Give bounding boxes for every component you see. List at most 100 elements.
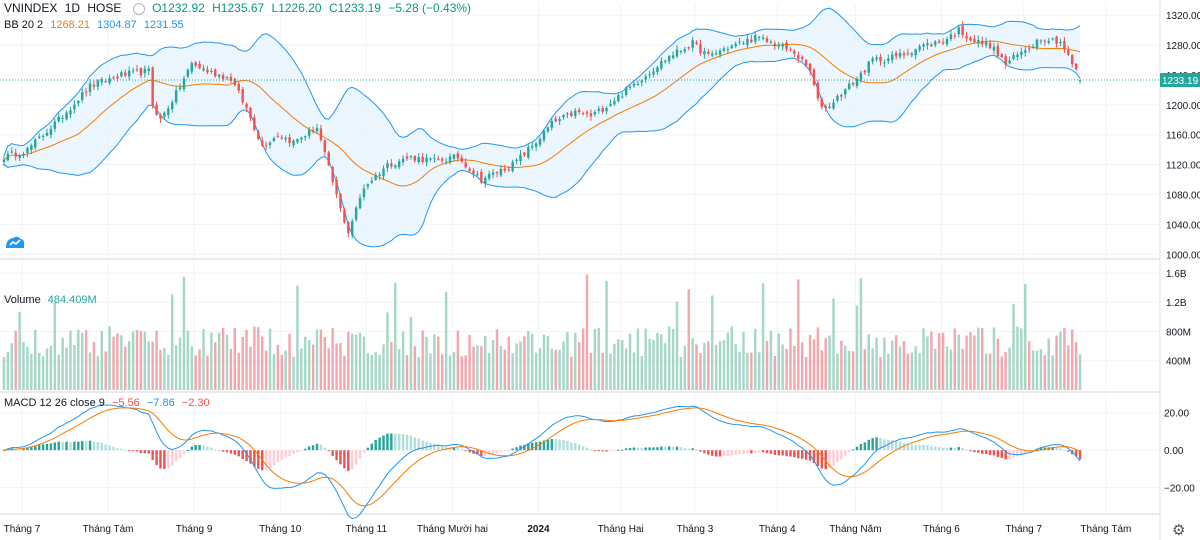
volume-bar <box>37 352 41 390</box>
macd-histogram-bar <box>1004 450 1007 460</box>
macd-histogram-bar <box>491 450 495 454</box>
volume-bar <box>18 311 21 390</box>
volume-bar <box>378 354 381 390</box>
candle-body <box>1055 36 1058 44</box>
macd-histogram-bar <box>1024 450 1027 454</box>
macd-histogram-bar <box>734 450 737 455</box>
macd-histogram-bar <box>77 441 80 451</box>
macd-series[interactable] <box>2 404 1082 520</box>
high-value: H1235.67 <box>212 1 265 15</box>
candle-body <box>394 165 397 168</box>
volume-bar <box>178 337 182 390</box>
candle-body <box>703 51 706 55</box>
macd-histogram-bar <box>81 440 84 451</box>
volume-bar <box>992 327 996 390</box>
candle-body <box>26 147 29 154</box>
macd-histogram-bar <box>319 444 323 451</box>
volume-bar <box>1074 342 1078 390</box>
volume-bar <box>918 353 921 390</box>
macd-histogram-bar <box>2 450 6 452</box>
macd-histogram-bar <box>401 434 405 451</box>
macd-histogram-bar <box>1078 450 1082 460</box>
bb-fill <box>3 8 1081 247</box>
candle-body <box>135 69 139 71</box>
volume-bar <box>937 333 941 390</box>
bb-legend[interactable]: BB 20 2 1268.21 1304.87 1231.55 <box>4 18 188 32</box>
macd-histogram-bar <box>511 448 514 451</box>
macd-histogram-bar <box>836 450 839 463</box>
volume-bar <box>1051 355 1054 390</box>
macd-histogram-bar <box>397 433 401 451</box>
low-value: L1226.20 <box>271 1 322 15</box>
volume-bar <box>26 346 29 390</box>
volume-series[interactable] <box>2 274 1082 390</box>
volume-bar <box>92 341 96 390</box>
volume-bar <box>781 344 784 390</box>
candle-body <box>918 46 921 51</box>
candle-body <box>448 156 452 163</box>
price-tick-label: 1080.00 <box>1166 191 1200 202</box>
macd-histogram-bar <box>1055 447 1058 451</box>
close-value: C1233.19 <box>328 1 381 15</box>
candle-body <box>934 41 937 45</box>
volume-bar <box>73 345 76 390</box>
candle-body <box>386 163 389 169</box>
volume-bar <box>664 343 667 390</box>
volume-bar <box>159 350 162 390</box>
volume-bar <box>851 351 855 390</box>
volume-bar <box>155 330 158 390</box>
volume-bar <box>61 337 64 390</box>
volume-bar <box>914 346 917 390</box>
macd-histogram-bar <box>765 450 769 454</box>
macd-legend[interactable]: MACD 12 26 close 9 −5.56 −7.86 −2.30 <box>4 396 214 410</box>
volume-bar <box>112 336 115 390</box>
candle-body <box>14 152 17 157</box>
candle-body <box>566 113 569 115</box>
volume-bar <box>754 328 757 390</box>
candle-body <box>714 53 718 55</box>
volume-bar <box>343 355 346 390</box>
volume-bar <box>472 346 475 390</box>
volume-bar <box>691 338 694 390</box>
volume-bar <box>225 334 229 390</box>
volume-bar <box>527 330 530 390</box>
macd-histogram-bar <box>159 450 162 469</box>
volume-bar <box>34 329 37 390</box>
macd-histogram-bar <box>730 450 733 456</box>
time-axis[interactable]: Tháng 7 Tháng Tám Tháng 9 Tháng 10 Tháng 11 T… <box>4 524 1132 535</box>
macd-histogram-bar <box>41 444 45 451</box>
volume-bar <box>844 345 847 390</box>
price-axis[interactable]: 1320.001280.001240.001200.001160.001120.… <box>1159 0 1200 540</box>
symbol-legend[interactable]: VNINDEX 1D HOSE O1232.92 H1235.67 L1226.… <box>4 1 475 15</box>
macd-histogram-bar <box>96 442 100 451</box>
volume-bar <box>515 343 518 390</box>
price-tick-label: 1160.00 <box>1166 131 1200 142</box>
candle-body <box>284 137 287 140</box>
macd-histogram-bar <box>883 439 886 451</box>
candlestick-series[interactable] <box>0 21 1160 239</box>
volume-tick-label: 400M <box>1166 357 1191 368</box>
macd-histogram-bar <box>714 450 718 457</box>
volume-bar <box>296 285 299 390</box>
candle-body <box>926 43 929 46</box>
candle-body <box>765 38 769 42</box>
volume-bar <box>323 337 327 390</box>
candle-body <box>847 83 851 90</box>
symbol-name: VNINDEX <box>4 1 58 15</box>
volume-bar <box>1031 350 1035 390</box>
macd-histogram-bar <box>460 448 463 451</box>
gear-icon[interactable]: ⚙ <box>1172 522 1186 539</box>
macd-histogram-bar <box>417 438 420 451</box>
candle-body <box>883 62 886 64</box>
candle-body <box>34 139 37 148</box>
tradingview-logo-icon[interactable] <box>5 234 25 250</box>
macd-histogram-bar <box>61 441 64 451</box>
macd-histogram-bar <box>139 450 143 454</box>
candle-body <box>531 146 534 148</box>
volume-bar <box>898 346 902 390</box>
macd-histogram-bar <box>949 447 953 451</box>
macd-histogram-bar <box>750 450 753 454</box>
candle-body <box>855 78 859 87</box>
volume-legend[interactable]: Volume 484.409M <box>4 293 101 307</box>
